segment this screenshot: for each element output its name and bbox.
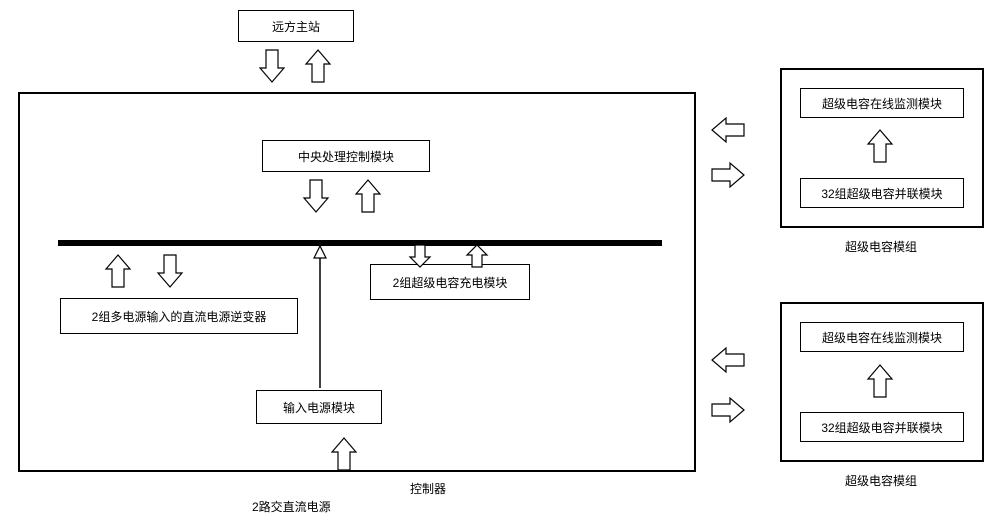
arrow-central-to-bus xyxy=(304,180,328,212)
arrow-source-to-input xyxy=(332,438,356,470)
arrow-sc2-internal xyxy=(868,365,892,397)
arrow-bus-to-charging xyxy=(410,245,430,267)
arrow-inverter-to-bus xyxy=(106,255,130,287)
arrow-remote-to-controller xyxy=(260,50,284,82)
arrow-controller-to-sc1 xyxy=(712,163,744,187)
arrow-bus-to-central xyxy=(356,180,380,212)
arrow-overlay xyxy=(0,0,1000,529)
arrow-sc1-to-controller xyxy=(712,118,744,142)
arrow-input-to-bus-head xyxy=(314,246,326,258)
arrow-bus-to-inverter xyxy=(158,255,182,287)
arrow-controller-to-remote xyxy=(306,50,330,82)
arrow-charging-to-bus xyxy=(467,245,487,267)
arrow-sc1-internal xyxy=(868,130,892,162)
arrow-controller-to-sc2 xyxy=(712,398,744,422)
arrow-sc2-to-controller xyxy=(712,348,744,372)
